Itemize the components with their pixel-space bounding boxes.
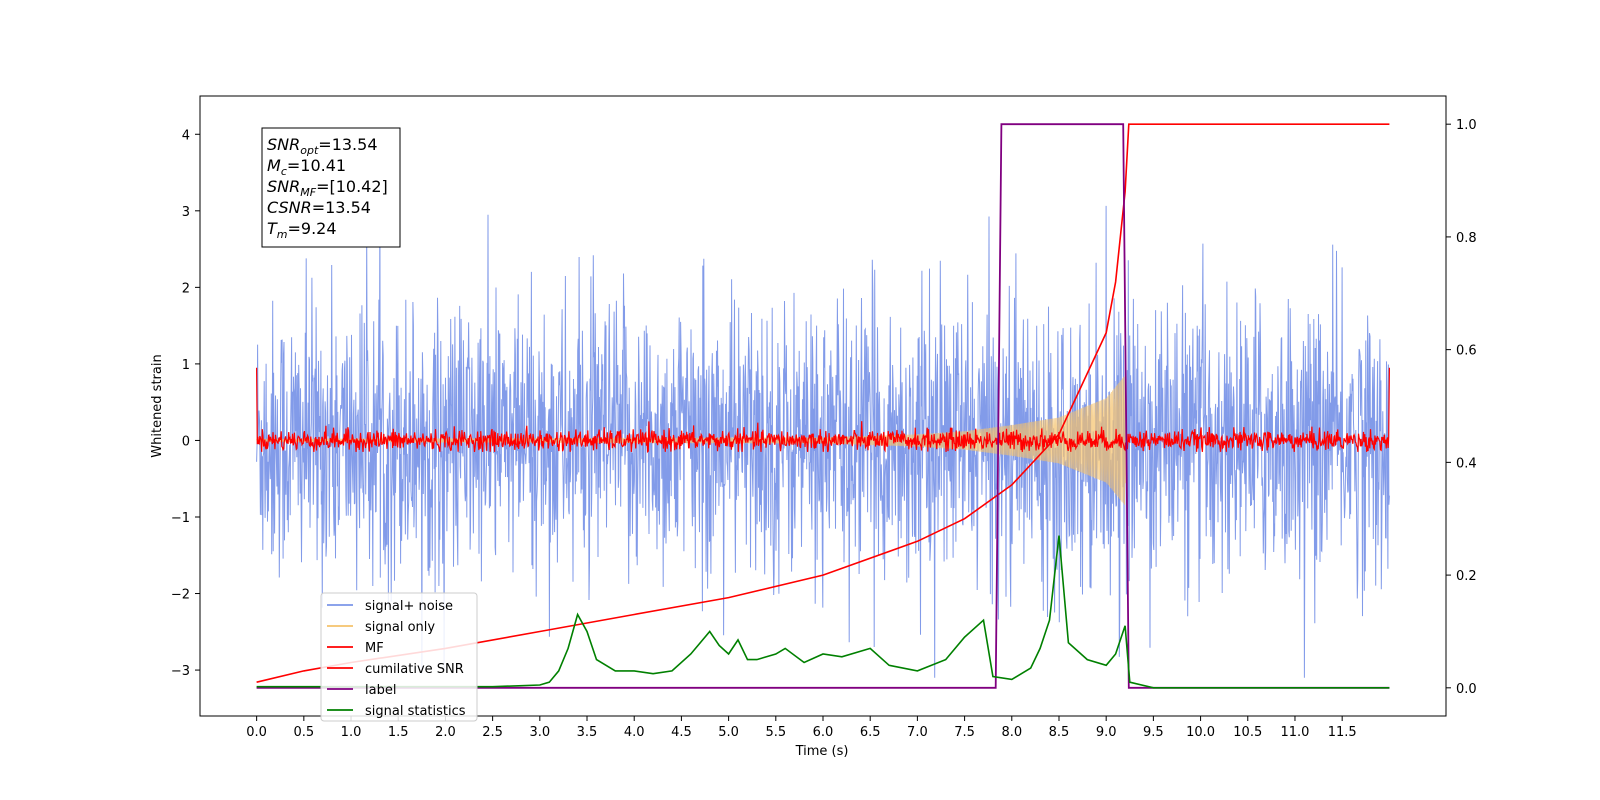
legend-entry: cumilative SNR (365, 662, 464, 677)
y-tick-label: 3 (182, 205, 190, 220)
series-line-mf (256, 367, 1390, 453)
x-tick-label: 2.5 (482, 725, 503, 740)
legend-entry: signal statistics (365, 704, 466, 719)
info-line-name: T (267, 219, 278, 238)
x-ticks: 0.0 0.5 1.0 1.5 2.0 2.5 3.0 3.5 4.0 4.5 5.0 5.5 6.0 6… (246, 716, 1357, 740)
y2-tick-label: 0.2 (1456, 569, 1477, 584)
info-line-name: M (267, 156, 281, 175)
info-line: SNRMF=[10.42] (267, 177, 388, 199)
y-ticks: −3 −2 −1 0 1 2 3 4 (171, 128, 200, 679)
y2-ticks: 0.0 0.2 0.4 0.6 0.8 1.0 (1446, 118, 1477, 697)
info-box: SNRopt=13.54Mc=10.41SNRMF=[10.42]CSNR=13… (261, 127, 401, 248)
legend-entry: label (365, 683, 396, 698)
info-line: SNRopt=13.54 (267, 135, 378, 157)
y-tick-label: −2 (171, 588, 190, 603)
x-tick-label: 0.5 (293, 725, 314, 740)
legend-entry: signal only (365, 620, 435, 635)
x-tick-label: 9.5 (1143, 725, 1164, 740)
series-line-signal-statistics (256, 535, 1390, 689)
x-tick-label: 8.0 (1001, 725, 1022, 740)
y-tick-label: −1 (171, 511, 190, 526)
x-tick-label: 3.5 (577, 725, 598, 740)
x-tick-label: 0.0 (246, 725, 267, 740)
x-tick-label: 1.5 (388, 725, 409, 740)
y2-tick-label: 0.0 (1456, 682, 1477, 697)
x-tick-label: 6.5 (860, 725, 881, 740)
legend-frame (320, 592, 478, 722)
info-line-subscript: MF (300, 186, 316, 199)
info-line: Tm=9.24 (267, 219, 337, 241)
x-tick-label: 10.5 (1233, 725, 1262, 740)
x-tick-label: 8.5 (1049, 725, 1070, 740)
legend-entry: signal+ noise (365, 599, 453, 614)
y2-tick-label: 1.0 (1456, 118, 1477, 133)
y-tick-label: 4 (182, 128, 190, 143)
y-tick-label: 2 (182, 281, 190, 296)
x-tick-label: 2.0 (435, 725, 456, 740)
y-axis-label: Whitened strain (150, 354, 165, 457)
y2-tick-label: 0.4 (1456, 456, 1477, 471)
info-line-name: SNR (267, 177, 300, 196)
legend-entry: MF (365, 641, 384, 656)
x-tick-label: 1.0 (341, 725, 362, 740)
info-line-subscript: opt (300, 144, 319, 157)
info-line-value: =13.54 (312, 198, 371, 217)
info-box-frame (261, 127, 401, 248)
info-line: Mc=10.41 (267, 156, 346, 178)
info-line-value: =[10.42] (316, 177, 388, 196)
x-tick-label: 4.5 (671, 725, 692, 740)
info-line-name: CSNR (267, 198, 312, 217)
x-tick-label: 5.0 (718, 725, 739, 740)
series-line-signal-plus-noise (256, 178, 1390, 678)
info-line-value: =13.54 (318, 135, 377, 154)
info-line-value: =9.24 (288, 219, 337, 238)
x-tick-label: 4.0 (624, 725, 645, 740)
x-tick-label: 9.0 (1096, 725, 1117, 740)
y-tick-label: 0 (182, 434, 190, 449)
info-line: CSNR=13.54 (267, 198, 371, 217)
x-tick-label: 7.5 (954, 725, 975, 740)
x-tick-label: 10.0 (1186, 725, 1215, 740)
info-line-subscript: m (277, 228, 288, 241)
x-tick-label: 11.5 (1328, 725, 1357, 740)
info-line-subscript: c (281, 165, 287, 178)
x-axis-label: Time (s) (795, 744, 849, 759)
info-line-name: SNR (267, 135, 300, 154)
y-tick-label: −3 (171, 664, 190, 679)
x-tick-label: 5.5 (765, 725, 786, 740)
y2-tick-label: 0.6 (1456, 344, 1477, 359)
y-tick-label: 1 (182, 358, 190, 373)
x-tick-label: 6.0 (813, 725, 834, 740)
legend: signal+ noise signal only MF cumilative SNR… (320, 592, 478, 722)
x-tick-label: 7.0 (907, 725, 928, 740)
info-line-value: =10.41 (287, 156, 346, 175)
x-tick-label: 3.0 (529, 725, 550, 740)
x-tick-label: 11.0 (1280, 725, 1309, 740)
y2-tick-label: 0.8 (1456, 231, 1477, 246)
